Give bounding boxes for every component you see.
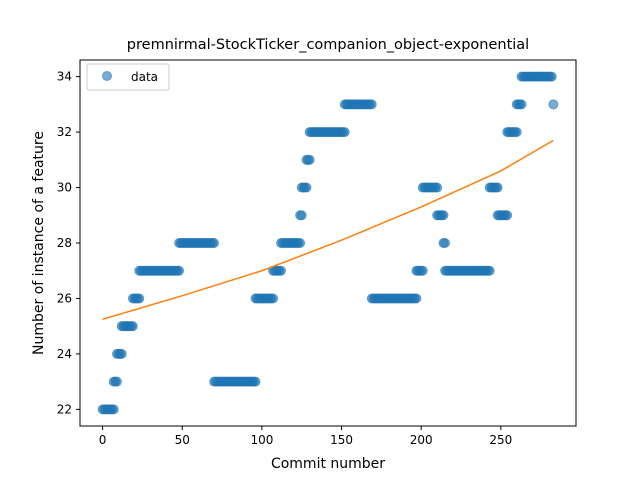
data-point: [250, 376, 261, 387]
plot-area: [97, 71, 559, 415]
chart-title: premnirmal-StockTicker_companion_object-…: [127, 37, 529, 53]
data-point: [438, 210, 449, 221]
data-point: [511, 127, 522, 138]
x-tick-label: 150: [330, 433, 353, 447]
data-point: [339, 127, 350, 138]
data-point: [268, 293, 279, 304]
x-tick-label: 200: [410, 433, 433, 447]
data-point: [516, 99, 527, 110]
x-tick-label: 50: [175, 433, 190, 447]
data-point: [108, 404, 119, 415]
data-point: [304, 154, 315, 165]
data-point: [295, 238, 306, 248]
data-point: [127, 321, 138, 332]
fit-line: [102, 139, 554, 320]
y-tick-label: 22: [57, 402, 72, 416]
x-tick-label: 250: [489, 433, 512, 447]
data-point: [111, 376, 122, 387]
data-point: [432, 182, 443, 193]
x-tick-label: 100: [250, 433, 273, 447]
data-point: [484, 265, 495, 276]
legend: data: [86, 63, 170, 91]
data-point: [440, 238, 451, 248]
y-axis-label: Number of instance of a feature: [31, 131, 47, 355]
data-point: [301, 182, 312, 193]
x-axis-label: Commit number: [271, 456, 385, 472]
legend-label-data: data: [131, 70, 158, 84]
data-point: [502, 210, 513, 221]
axes: 0 50 100 150 200 250 22 24 26 28 30 32 34: [57, 59, 577, 447]
data-point: [174, 265, 185, 276]
legend-box: [86, 63, 170, 91]
data-point: [276, 265, 287, 276]
data-point: [116, 348, 127, 359]
data-point: [492, 182, 503, 193]
legend-marker-data: [102, 71, 112, 81]
data-point: [417, 265, 428, 276]
data-point: [296, 210, 307, 221]
y-tick-label: 32: [57, 125, 72, 139]
y-tick-label: 24: [57, 347, 72, 361]
x-tick-label: 0: [99, 433, 107, 447]
y-tick-label: 30: [57, 181, 72, 195]
y-tick-label: 26: [57, 291, 72, 305]
y-tick-label: 34: [57, 70, 72, 84]
y-tick-label: 28: [57, 236, 72, 250]
data-point: [366, 99, 377, 110]
data-point: [134, 293, 145, 304]
data-point: [209, 238, 220, 248]
data-point: [546, 71, 557, 82]
data-point: [548, 99, 559, 110]
data-point: [411, 293, 422, 304]
